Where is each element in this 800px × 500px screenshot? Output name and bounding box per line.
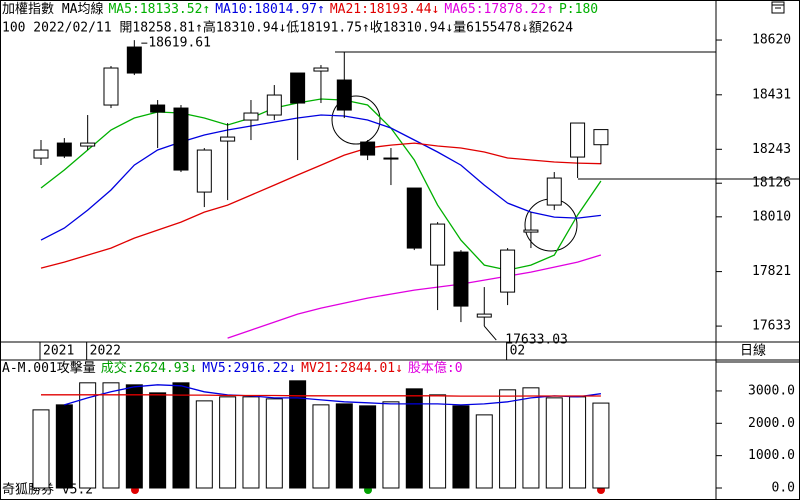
volume-bar (592, 402, 610, 489)
y-tick-label: 1000.0 (748, 448, 795, 463)
volume-legend: A-M.001攻擊量 成交:2624.93↓ MV5:2916.22↓ MV21:28… (2, 360, 463, 376)
legend-entry: A-M.001攻擊量 (2, 360, 96, 376)
volume-bar (149, 392, 167, 489)
candle-body (126, 46, 142, 74)
legend-entry: MA5:18133.52↑ (108, 2, 210, 17)
window-icon[interactable] (771, 1, 785, 14)
candle-body (360, 141, 376, 156)
candle-body (453, 251, 469, 307)
y-tick-label: 18126 (752, 176, 791, 191)
legend-entry: 加權指數 MA均線 (2, 1, 103, 17)
candle-body (290, 72, 306, 104)
candle-body (56, 142, 72, 157)
price-legend: 加權指數 MA均線 MA5:18133.52↑ MA10:18014.97↑ MA21… (2, 1, 598, 17)
legend-entry: 成交:2624.93↓ (101, 360, 197, 376)
volume-bar (335, 403, 353, 489)
candle-body (243, 112, 259, 121)
legend-entry: MA21:18193.44↓ (330, 2, 440, 17)
volume-bar (499, 389, 517, 489)
annotation-leader (483, 325, 497, 341)
legend-entry: MA65:17878.22↑ (444, 2, 554, 17)
candle-body (430, 223, 446, 266)
y-tick-label: 0.0 (772, 481, 795, 496)
ma-line (227, 254, 602, 339)
volume-bar (102, 382, 120, 489)
volume-bar (172, 382, 190, 489)
volume-bar (522, 387, 540, 489)
volume-bar (429, 394, 447, 489)
volume-bar (79, 382, 97, 489)
volume-bar (452, 405, 470, 489)
volume-bar (475, 414, 493, 489)
legend-entry: MV21:2844.01↓ (301, 361, 403, 376)
annotation: 18619.61 (148, 36, 211, 51)
ma-line (40, 142, 601, 269)
volume-bar (265, 398, 283, 489)
candle-body (103, 67, 119, 106)
candle-body (313, 67, 329, 72)
volume-bar (55, 404, 73, 489)
volume-bar (312, 404, 330, 489)
ma-line (64, 384, 601, 406)
candle-body (546, 177, 562, 206)
candle-body (383, 157, 399, 160)
period-label: 日線 (740, 343, 766, 359)
volume-bar (545, 397, 563, 489)
candle-body (266, 94, 282, 116)
x-tick-label: 2022 (90, 344, 121, 359)
volume-bar (242, 396, 260, 489)
legend-entry: P:180 (559, 2, 598, 17)
legend-entry: MV5:2916.22↓ (202, 361, 296, 376)
legend-entry: MA10:18014.97↑ (215, 2, 325, 17)
x-tick-label: 2021 (43, 344, 74, 359)
volume-bar (359, 405, 377, 489)
candle-body (336, 79, 352, 111)
price-subtitle: 100 2022/02/11 開18258.81↑高18310.94↓低1819… (2, 20, 573, 36)
volume-bar (289, 380, 307, 489)
y-tick-label: 17633 (752, 319, 791, 334)
candle-body (196, 149, 212, 193)
candle-body (33, 149, 49, 159)
candle-body (593, 129, 609, 146)
volume-bar (125, 384, 143, 489)
candle-body (476, 313, 492, 318)
volume-bar (219, 396, 237, 489)
candle-body (150, 104, 166, 113)
y-tick-label: 17821 (752, 264, 791, 279)
y-tick-label: 18431 (752, 87, 791, 102)
legend-entry: 股本億:0 (408, 360, 463, 376)
y-tick-label: 18620 (752, 33, 791, 48)
candle-body (173, 107, 189, 171)
y-tick-label: 2000.0 (748, 416, 795, 431)
ma-line (40, 114, 601, 241)
candle-body (523, 229, 539, 233)
volume-bar (382, 401, 400, 489)
highlight-circle (331, 95, 381, 145)
ma-line (41, 394, 601, 397)
volume-bar (405, 388, 423, 489)
candle-body (220, 136, 236, 142)
annotation: 17633.03 (505, 333, 568, 348)
candle-body (570, 122, 586, 158)
candle-body (500, 249, 516, 293)
volume-bar (569, 396, 587, 489)
y-tick-label: 18010 (752, 209, 791, 224)
y-tick-label: 3000.0 (748, 383, 795, 398)
y-tick-label: 18243 (752, 142, 791, 157)
x-tick-label: 02 (510, 344, 526, 359)
candle-body (406, 187, 422, 249)
volume-bar (195, 400, 213, 489)
candle-body (80, 142, 96, 147)
volume-bar (32, 409, 50, 489)
